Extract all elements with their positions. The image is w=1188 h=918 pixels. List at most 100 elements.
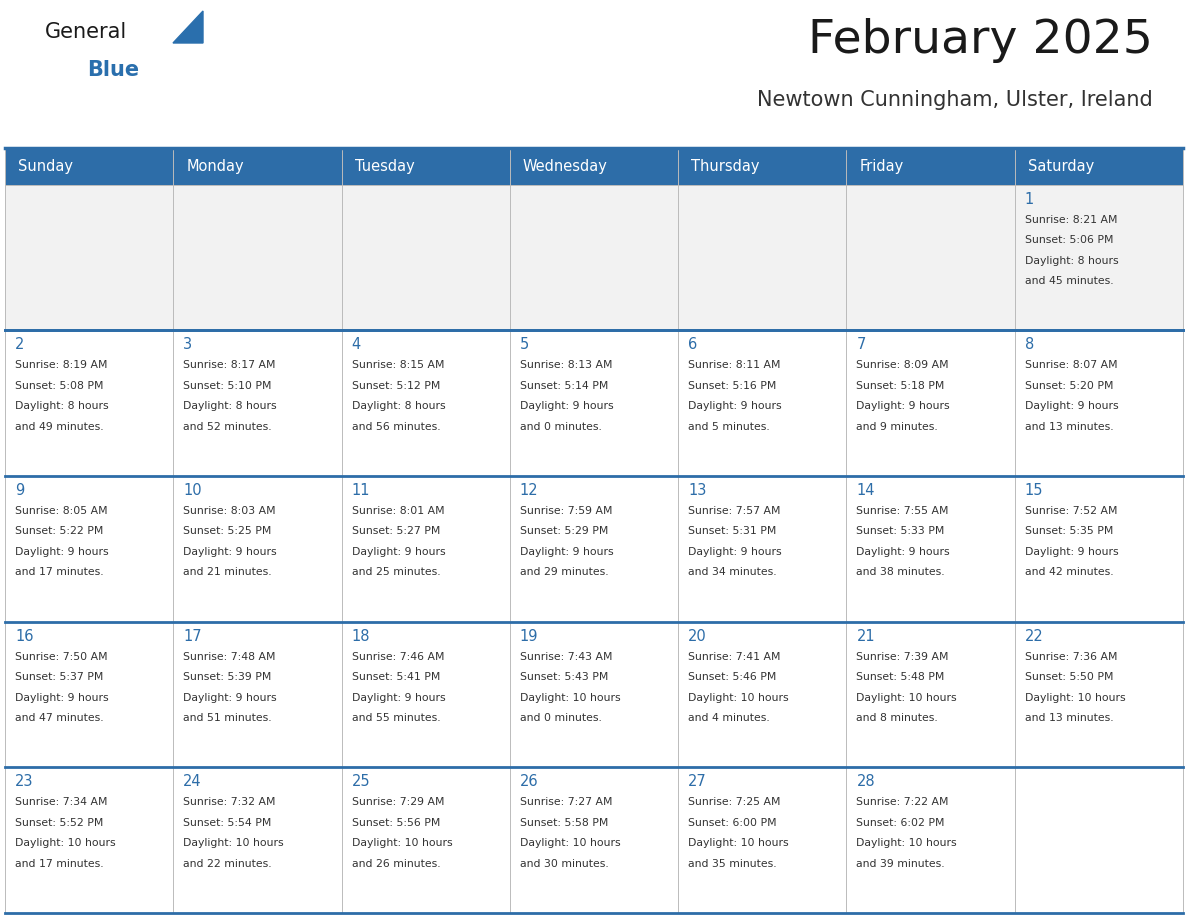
Text: Daylight: 9 hours: Daylight: 9 hours xyxy=(1025,401,1118,411)
Bar xyxy=(5,476,173,621)
Bar xyxy=(846,767,1015,913)
Text: and 42 minutes.: and 42 minutes. xyxy=(1025,567,1113,577)
Text: Daylight: 10 hours: Daylight: 10 hours xyxy=(857,838,958,848)
Text: and 38 minutes.: and 38 minutes. xyxy=(857,567,944,577)
Text: 15: 15 xyxy=(1025,483,1043,498)
Text: and 25 minutes.: and 25 minutes. xyxy=(352,567,441,577)
Text: Sunset: 5:25 PM: Sunset: 5:25 PM xyxy=(183,526,272,536)
Text: Sunrise: 8:15 AM: Sunrise: 8:15 AM xyxy=(352,360,444,370)
Text: and 49 minutes.: and 49 minutes. xyxy=(15,421,103,431)
Text: and 52 minutes.: and 52 minutes. xyxy=(183,421,272,431)
Text: Sunset: 5:16 PM: Sunset: 5:16 PM xyxy=(688,381,777,391)
Text: Sunset: 5:20 PM: Sunset: 5:20 PM xyxy=(1025,381,1113,391)
Text: Daylight: 10 hours: Daylight: 10 hours xyxy=(857,692,958,702)
Text: Daylight: 9 hours: Daylight: 9 hours xyxy=(15,692,108,702)
Text: and 22 minutes.: and 22 minutes. xyxy=(183,859,272,868)
Text: and 47 minutes.: and 47 minutes. xyxy=(15,713,103,723)
Text: Monday: Monday xyxy=(187,159,244,174)
Bar xyxy=(846,621,1015,767)
Text: 16: 16 xyxy=(15,629,33,644)
Text: Sunset: 5:56 PM: Sunset: 5:56 PM xyxy=(352,818,440,828)
Text: Daylight: 8 hours: Daylight: 8 hours xyxy=(15,401,108,411)
Text: Daylight: 9 hours: Daylight: 9 hours xyxy=(183,692,277,702)
Bar xyxy=(342,476,510,621)
Text: and 8 minutes.: and 8 minutes. xyxy=(857,713,939,723)
Text: 1: 1 xyxy=(1025,192,1034,207)
Text: Daylight: 9 hours: Daylight: 9 hours xyxy=(857,547,950,557)
Bar xyxy=(173,330,342,476)
Text: Daylight: 9 hours: Daylight: 9 hours xyxy=(857,401,950,411)
Text: 25: 25 xyxy=(352,774,371,789)
Text: and 55 minutes.: and 55 minutes. xyxy=(352,713,441,723)
Bar xyxy=(342,621,510,767)
Bar xyxy=(5,148,1183,185)
Text: Sunset: 6:00 PM: Sunset: 6:00 PM xyxy=(688,818,777,828)
Text: Sunset: 5:58 PM: Sunset: 5:58 PM xyxy=(520,818,608,828)
Text: and 13 minutes.: and 13 minutes. xyxy=(1025,421,1113,431)
Text: Sunrise: 8:21 AM: Sunrise: 8:21 AM xyxy=(1025,215,1117,225)
Bar xyxy=(173,621,342,767)
Text: 23: 23 xyxy=(15,774,33,789)
Bar xyxy=(1015,621,1183,767)
Text: Sunrise: 8:17 AM: Sunrise: 8:17 AM xyxy=(183,360,276,370)
Text: Thursday: Thursday xyxy=(691,159,759,174)
Text: Sunset: 5:35 PM: Sunset: 5:35 PM xyxy=(1025,526,1113,536)
Text: 28: 28 xyxy=(857,774,876,789)
Text: Sunrise: 7:48 AM: Sunrise: 7:48 AM xyxy=(183,652,276,662)
Text: 8: 8 xyxy=(1025,337,1034,353)
Bar xyxy=(1015,330,1183,476)
Text: 11: 11 xyxy=(352,483,371,498)
Bar xyxy=(846,330,1015,476)
Text: Saturday: Saturday xyxy=(1028,159,1094,174)
Text: Daylight: 9 hours: Daylight: 9 hours xyxy=(520,547,613,557)
Text: Daylight: 10 hours: Daylight: 10 hours xyxy=(688,692,789,702)
Text: Daylight: 10 hours: Daylight: 10 hours xyxy=(183,838,284,848)
Text: Sunrise: 7:32 AM: Sunrise: 7:32 AM xyxy=(183,798,276,807)
Bar xyxy=(678,476,846,621)
Bar xyxy=(173,185,342,330)
Text: Daylight: 9 hours: Daylight: 9 hours xyxy=(352,547,446,557)
Text: 5: 5 xyxy=(520,337,529,353)
Text: Sunset: 5:43 PM: Sunset: 5:43 PM xyxy=(520,672,608,682)
Text: Sunrise: 7:50 AM: Sunrise: 7:50 AM xyxy=(15,652,108,662)
Text: Daylight: 10 hours: Daylight: 10 hours xyxy=(520,692,620,702)
Text: Sunset: 5:41 PM: Sunset: 5:41 PM xyxy=(352,672,440,682)
Text: Sunrise: 8:03 AM: Sunrise: 8:03 AM xyxy=(183,506,276,516)
Bar xyxy=(1015,476,1183,621)
Text: and 21 minutes.: and 21 minutes. xyxy=(183,567,272,577)
Bar xyxy=(342,185,510,330)
Text: 26: 26 xyxy=(520,774,538,789)
Text: 2: 2 xyxy=(15,337,25,353)
Text: 24: 24 xyxy=(183,774,202,789)
Bar xyxy=(510,476,678,621)
Text: Sunset: 5:52 PM: Sunset: 5:52 PM xyxy=(15,818,103,828)
Text: and 30 minutes.: and 30 minutes. xyxy=(520,859,608,868)
Text: 12: 12 xyxy=(520,483,538,498)
Text: Sunrise: 8:01 AM: Sunrise: 8:01 AM xyxy=(352,506,444,516)
Polygon shape xyxy=(173,11,203,43)
Text: Sunrise: 7:55 AM: Sunrise: 7:55 AM xyxy=(857,506,949,516)
Bar xyxy=(5,185,173,330)
Text: and 34 minutes.: and 34 minutes. xyxy=(688,567,777,577)
Text: Sunset: 5:50 PM: Sunset: 5:50 PM xyxy=(1025,672,1113,682)
Text: Daylight: 10 hours: Daylight: 10 hours xyxy=(688,838,789,848)
Text: Sunrise: 7:46 AM: Sunrise: 7:46 AM xyxy=(352,652,444,662)
Text: Daylight: 9 hours: Daylight: 9 hours xyxy=(183,547,277,557)
Text: and 13 minutes.: and 13 minutes. xyxy=(1025,713,1113,723)
Text: February 2025: February 2025 xyxy=(808,18,1154,63)
Text: and 17 minutes.: and 17 minutes. xyxy=(15,567,103,577)
Text: Sunset: 5:27 PM: Sunset: 5:27 PM xyxy=(352,526,440,536)
Text: Sunrise: 8:11 AM: Sunrise: 8:11 AM xyxy=(688,360,781,370)
Text: Sunrise: 7:34 AM: Sunrise: 7:34 AM xyxy=(15,798,107,807)
Bar xyxy=(846,476,1015,621)
Text: Sunrise: 7:22 AM: Sunrise: 7:22 AM xyxy=(857,798,949,807)
Text: and 0 minutes.: and 0 minutes. xyxy=(520,713,602,723)
Bar xyxy=(5,330,173,476)
Text: Sunrise: 7:52 AM: Sunrise: 7:52 AM xyxy=(1025,506,1117,516)
Text: Sunrise: 7:39 AM: Sunrise: 7:39 AM xyxy=(857,652,949,662)
Bar xyxy=(1015,185,1183,330)
Text: and 5 minutes.: and 5 minutes. xyxy=(688,421,770,431)
Text: Sunset: 5:14 PM: Sunset: 5:14 PM xyxy=(520,381,608,391)
Text: and 4 minutes.: and 4 minutes. xyxy=(688,713,770,723)
Text: Tuesday: Tuesday xyxy=(354,159,415,174)
